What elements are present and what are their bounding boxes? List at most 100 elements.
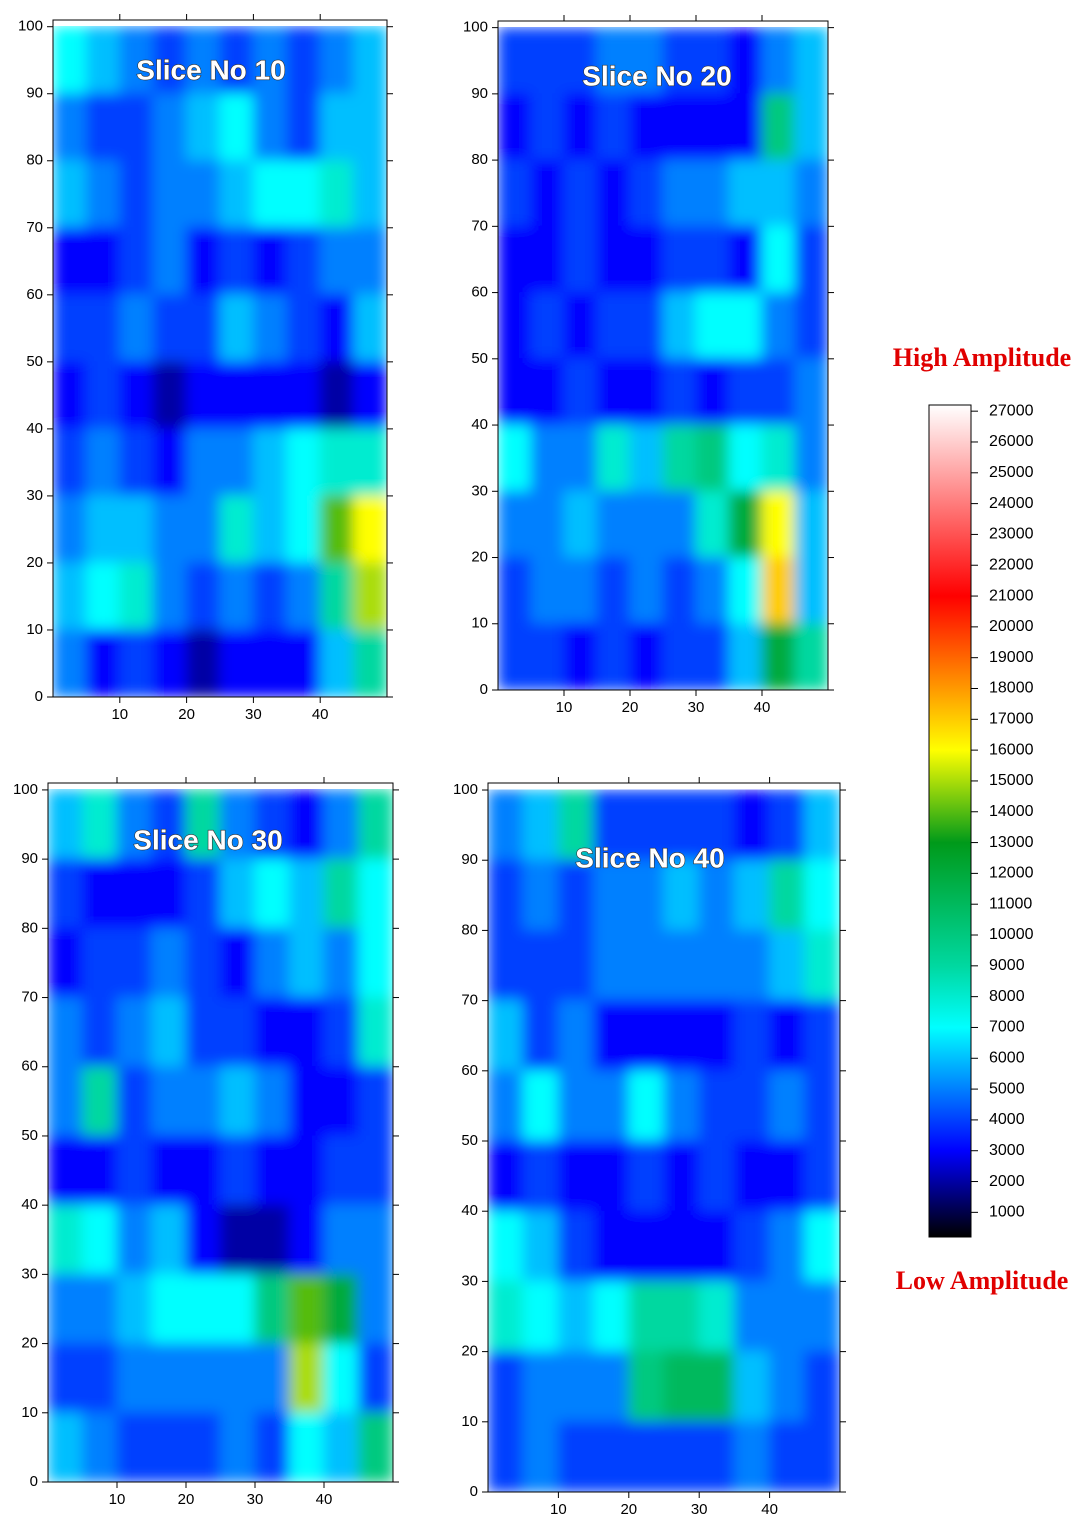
x-tick-label: 30 [245,706,262,723]
heat-cell [728,623,763,690]
colorbar-tick-label: 25000 [989,464,1034,481]
heat-cell [220,927,256,999]
heat-cell [353,93,387,162]
heat-cell [498,623,532,690]
heat-cell [254,997,290,1068]
heat-cell [628,859,665,931]
heat-cell [695,159,730,227]
heat-cell [769,1210,806,1282]
heat-cell [794,424,828,492]
heat-cell [794,225,828,294]
heat-cell [358,1135,393,1206]
heat-cell [358,858,393,929]
heat-cell [353,562,387,631]
heat-cell [728,27,763,95]
heat-cell [530,490,565,559]
y-tick-label: 70 [471,217,488,234]
colorbar-tick-label: 13000 [989,834,1034,851]
heat-cell [761,27,796,95]
y-tick-label: 0 [30,1473,38,1490]
heat-cell [804,1210,840,1282]
heat-cell [220,789,256,860]
heat-cell [698,1421,735,1492]
heat-cell [220,997,256,1068]
heat-cell [286,361,321,430]
heat-cell [698,1070,735,1142]
heat-cell [252,160,288,229]
heat-cell [662,292,697,360]
heat-cell [254,1204,290,1275]
y-tick-label: 80 [21,919,38,936]
y-tick-label: 0 [35,688,43,705]
y-tick-label: 40 [26,420,43,437]
x-tick-label: 20 [178,1491,195,1508]
heat-cell [663,1280,700,1353]
y-tick-label: 50 [21,1127,38,1144]
colorbar-tick-label: 6000 [989,1049,1025,1066]
heat-cell [522,789,559,861]
heat-cell [219,294,254,363]
heat-cell [804,859,840,931]
heat-cell [186,294,221,363]
heat-cell [628,1140,665,1212]
heat-cell [319,629,355,697]
heat-cell [358,1412,393,1482]
heat-cell [563,27,598,95]
heat-cell [353,361,387,430]
heat-cell [804,1351,840,1423]
heat-cell [794,490,828,559]
heatmap-cells [48,789,393,1482]
heat-cell [151,997,187,1068]
heat-cell [254,1135,290,1206]
heat-cell [596,159,631,227]
heat-cell [286,562,321,631]
heat-cell [593,789,630,861]
plot-frame [47,782,394,1483]
heat-cell [319,562,355,631]
heat-cell [151,789,187,860]
heat-cell [185,1412,221,1482]
heat-cell [48,1066,83,1137]
heat-cell [286,495,321,564]
x-tick-label: 40 [312,706,329,723]
heat-cell [85,26,121,95]
heat-cell [733,929,771,1002]
y-tick-label: 60 [21,1058,38,1075]
plot-frame [487,782,841,1493]
heat-cell [698,1140,735,1212]
heat-cell [498,27,532,95]
heat-cell [498,424,532,492]
y-tick-label: 30 [461,1272,478,1289]
x-tick-label: 30 [688,699,705,716]
heat-cell [82,997,118,1068]
heat-cell [629,424,664,492]
heat-cell [563,225,598,294]
heat-cell [629,623,664,690]
heat-cell [761,490,796,559]
heat-cell [557,1210,595,1282]
heat-cell [698,789,735,861]
heat-cell [323,1204,359,1275]
heat-cell [629,93,664,161]
heat-cell [488,789,524,861]
heat-cell [498,93,532,161]
heat-cell [85,428,121,497]
heat-cell [85,93,121,162]
heat-cell [488,1351,524,1423]
heat-cell [289,1412,325,1482]
heat-cell [85,562,121,631]
heat-cell [593,1351,630,1423]
heat-cell [358,1066,393,1137]
heat-cell [53,294,87,363]
heat-cell [733,859,771,931]
heat-cell [254,1066,290,1137]
y-tick-label: 30 [26,487,43,504]
heat-cell [185,1066,221,1137]
heat-cell [794,557,828,625]
heat-cell [82,858,118,929]
heat-cell [530,623,565,690]
heat-cell [530,159,565,227]
heatmap-cells [498,27,828,690]
heat-cell [794,623,828,690]
heat-cell [557,789,595,861]
